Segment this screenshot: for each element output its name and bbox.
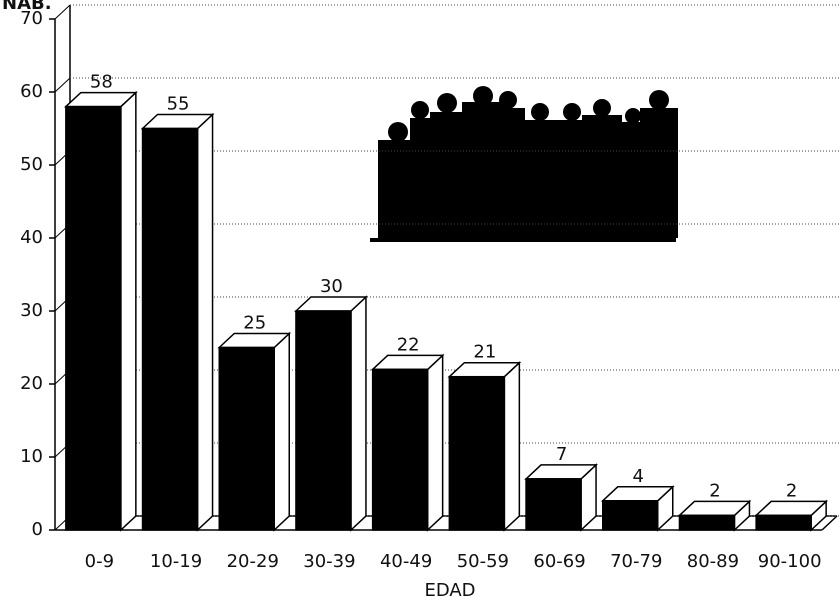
bar-side [351, 297, 366, 530]
bar-side [121, 93, 136, 530]
x-tick-label: 80-89 [687, 551, 739, 572]
bar-group [373, 355, 443, 530]
bar [449, 377, 504, 530]
y-tick-label: 0 [32, 519, 43, 540]
x-tick-label: 0-9 [85, 551, 114, 572]
y-tick-label: 40 [20, 227, 43, 248]
value-label: 2 [786, 480, 797, 501]
value-label: 7 [556, 444, 567, 465]
y-tick-label: 70 [20, 8, 43, 29]
x-tick-label: 70-79 [610, 551, 662, 572]
bar [679, 515, 734, 530]
bar-side [504, 363, 519, 530]
bar-group [143, 115, 213, 531]
side-wall-line [55, 78, 70, 92]
x-axis-label: EDAD [424, 580, 475, 601]
y-tick-label: 60 [20, 81, 43, 102]
x-tick-label: 30-39 [303, 551, 355, 572]
value-label: 58 [90, 72, 113, 93]
bar-group [219, 334, 289, 531]
bar [296, 311, 351, 530]
value-label: 22 [397, 334, 420, 355]
x-tick-label: 50-59 [457, 551, 509, 572]
x-tick-label: 40-49 [380, 551, 432, 572]
bar [219, 348, 274, 531]
x-tick-label: 20-29 [227, 551, 279, 572]
bar-group [679, 501, 749, 530]
bar-group [526, 465, 596, 530]
bar [66, 107, 121, 530]
bar-group [296, 297, 366, 530]
value-label: 21 [473, 342, 496, 363]
value-label: 55 [167, 94, 190, 115]
value-label: 4 [633, 466, 644, 487]
bar-side [198, 115, 213, 531]
y-tick-label: 20 [20, 373, 43, 394]
x-tick-label: 90-100 [758, 551, 822, 572]
bar-group [449, 363, 519, 530]
chart: NAB. EDAD 0102030405060700-95810-195520-… [0, 0, 840, 603]
x-tick-label: 10-19 [150, 551, 202, 572]
bar [143, 129, 198, 531]
bar-side [274, 334, 289, 531]
bar [603, 501, 658, 530]
side-wall-line [55, 5, 70, 19]
y-tick-label: 50 [20, 154, 43, 175]
value-label: 25 [243, 313, 266, 334]
bar [526, 479, 581, 530]
value-label: 2 [709, 480, 720, 501]
bar-side [428, 355, 443, 530]
x-tick-label: 60-69 [533, 551, 585, 572]
silhouette-illustration [370, 86, 678, 242]
bar-group [603, 487, 673, 530]
bar-group [66, 93, 136, 530]
value-label: 30 [320, 276, 343, 297]
bar [756, 515, 811, 530]
y-tick-label: 10 [20, 446, 43, 467]
bar-group [756, 501, 826, 530]
bar [373, 369, 428, 530]
y-tick-label: 30 [20, 300, 43, 321]
